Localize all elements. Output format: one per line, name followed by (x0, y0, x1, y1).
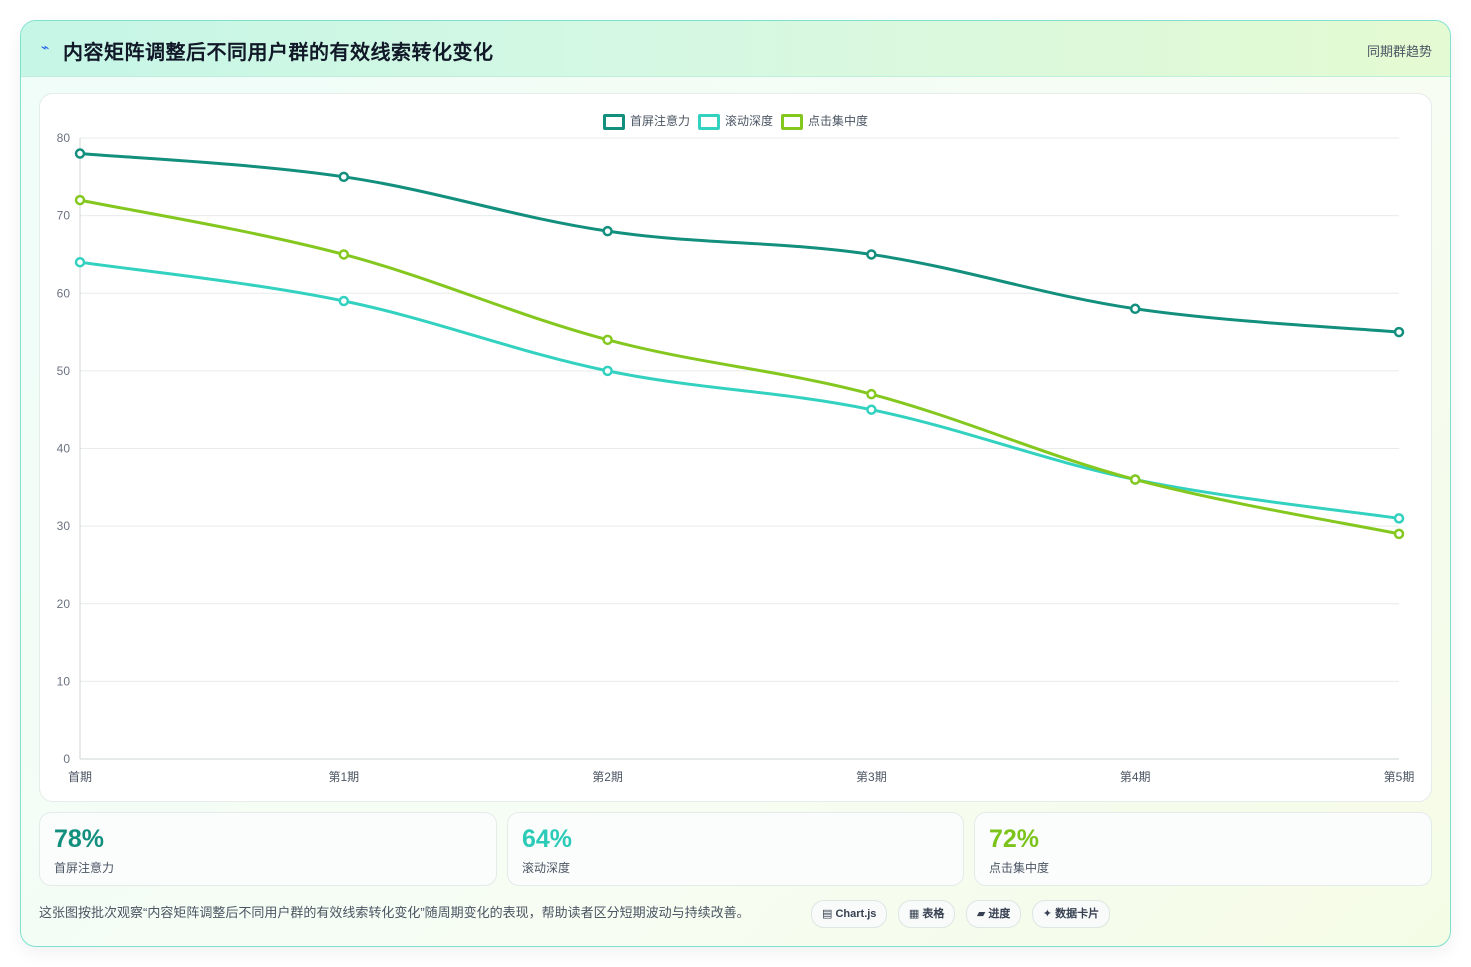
legend-swatch (781, 113, 803, 130)
y-tick-label: 40 (57, 442, 71, 456)
data-point (74, 256, 86, 268)
stat-label: 滚动深度 (522, 861, 571, 875)
line-chart: 0 10 20 30 40 50 60 70 80 首期 第1期 第2期 第3期 第4期 第5期 (57, 131, 1415, 784)
x-tick-label: 第4期 (1120, 770, 1151, 784)
legend-item[interactable]: 点击集中度 (781, 112, 868, 130)
stat-card-attention: 78% 首屏注意力 (39, 812, 497, 886)
data-point (602, 334, 613, 346)
data-point (338, 249, 350, 260)
data-point (866, 249, 877, 260)
y-tick-label: 30 (57, 519, 71, 533)
y-tick-label: 20 (57, 597, 71, 611)
data-point (866, 388, 877, 400)
series-line-1 (78, 152, 1401, 334)
pill-label: 进度 (988, 908, 1011, 920)
chart-card: ⌁ 内容矩阵调整后不同用户群的有效线索转化变化 同期群趋势 首屏注意力 滚动深度点… (20, 20, 1451, 947)
trend-icon: ⌁ (41, 39, 50, 55)
data-point (1129, 474, 1141, 485)
card-header: ⌁ 内容矩阵调整后不同用户群的有效线索转化变化 同期群趋势 (21, 21, 1450, 77)
pill-table[interactable]: ▦ 表格 (897, 900, 956, 928)
data-point (1129, 303, 1141, 315)
pill-label: 表格 (922, 908, 945, 920)
legend-label: 首屏注意力 (629, 114, 690, 128)
data-point (1393, 513, 1405, 524)
series-line-2 (78, 260, 1401, 520)
y-tick-label: 60 (57, 286, 71, 300)
data-point (74, 194, 86, 206)
stat-value: 72% (989, 825, 1040, 853)
x-tick-label: 第3期 (856, 770, 887, 784)
chart-icon: ▤ (822, 908, 833, 920)
header-tag[interactable]: 同期群趋势 (1366, 44, 1432, 59)
stat-card-scroll: 64% 滚动深度 (507, 812, 964, 886)
stat-label: 点击集中度 (989, 861, 1050, 875)
data-point (1393, 528, 1405, 540)
page-title: 内容矩阵调整后不同用户群的有效线索转化变化 (63, 42, 494, 64)
table-icon: ▦ (908, 908, 920, 920)
data-point (1393, 326, 1405, 338)
x-tick-label: 第1期 (328, 770, 359, 784)
pill-data-card[interactable]: ✦ 数据卡片 (1031, 900, 1111, 928)
data-point (602, 365, 613, 377)
pill-label: 数据卡片 (1055, 908, 1100, 920)
series-line-3 (78, 198, 1401, 536)
data-point (74, 148, 86, 159)
stat-value: 78% (54, 825, 105, 853)
chart-panel: 首屏注意力 滚动深度 点击集中度 0 10 20 30 40 50 60 70 80 首期 第1期 第2期… (39, 93, 1432, 802)
legend-item[interactable]: 首屏注意力 (602, 112, 690, 130)
x-tick-label: 第5期 (1384, 770, 1415, 784)
x-tick-label: 首期 (68, 770, 92, 784)
pill-progress[interactable]: ▰ 进度 (965, 900, 1022, 928)
stat-card-click: 72% 点击集中度 (974, 812, 1432, 886)
chart-legend: 首屏注意力 滚动深度 点击集中度 (40, 112, 1431, 130)
y-tick-label: 80 (57, 131, 71, 145)
legend-item[interactable]: 滚动深度 (697, 112, 773, 130)
sparkle-icon: ✦ (1042, 908, 1053, 920)
data-point (338, 171, 350, 183)
pill-chartjs[interactable]: ▤ Chart.js (811, 900, 888, 928)
chart-footnote: 这张图按批次观察“内容矩阵调整后不同用户群的有效线索转化变化”随周期变化的表现，… (39, 905, 750, 920)
y-tick-label: 70 (57, 209, 71, 223)
legend-swatch (602, 113, 625, 130)
tool-pills: ▤ Chart.js ▦ 表格 ▰ 进度 ✦ 数据卡片 (811, 900, 1116, 928)
stat-value: 64% (522, 825, 573, 853)
progress-icon: ▰ (976, 908, 986, 920)
legend-label: 滚动深度 (724, 114, 773, 128)
y-tick-label: 50 (57, 364, 71, 378)
x-tick-label: 第2期 (592, 770, 623, 784)
stat-label: 首屏注意力 (54, 861, 115, 875)
data-point (866, 404, 877, 415)
legend-swatch (697, 113, 720, 130)
data-point (602, 225, 613, 237)
data-point (338, 295, 350, 307)
pill-label: Chart.js (835, 908, 877, 920)
y-tick-label: 10 (57, 674, 71, 688)
y-tick-label: 0 (63, 752, 70, 766)
legend-label: 点击集中度 (808, 114, 869, 128)
